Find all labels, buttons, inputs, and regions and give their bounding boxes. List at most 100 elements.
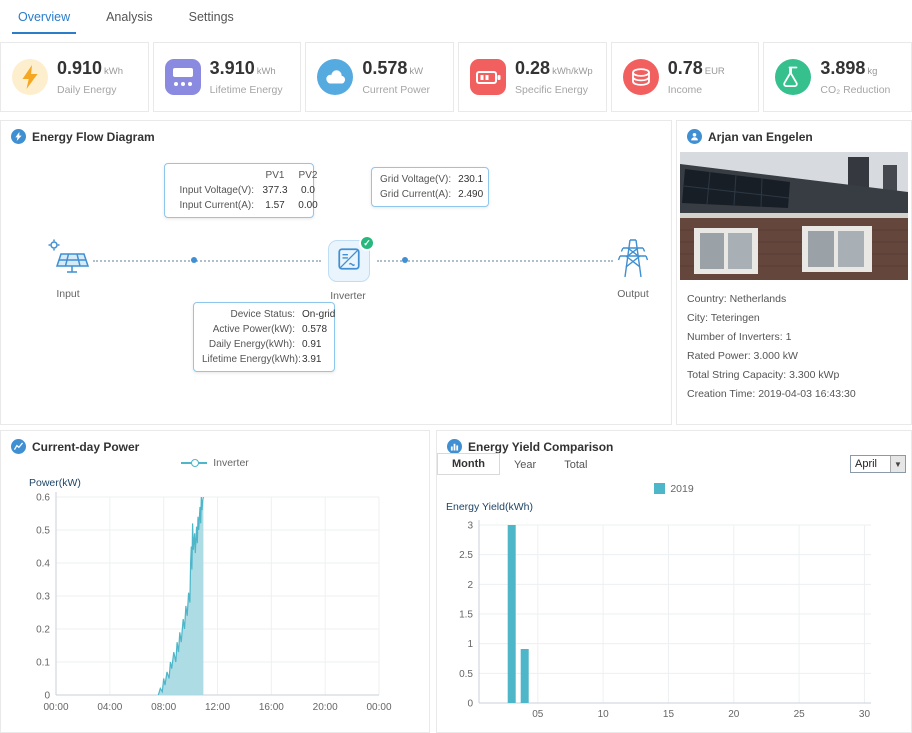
kpi-unit: kg (867, 66, 878, 77)
pv2-header: PV2 (298, 170, 318, 181)
tooltip-value: 230.1 (458, 174, 484, 185)
flask-icon (775, 59, 812, 95)
tooltip-value: 0.578 (302, 324, 328, 335)
energy-flow-panel: Energy Flow Diagram Input (0, 120, 672, 425)
detail-inverter-count: Number of Inverters: 1 (687, 331, 792, 343)
energy-flow-title: Energy Flow Diagram (1, 121, 671, 144)
input-node-label: Input (56, 288, 80, 300)
pv-tooltip: PV1 PV2 Input Voltage(V): 377.3 0.0 Inpu… (164, 163, 318, 218)
svg-text:00:00: 00:00 (43, 702, 68, 713)
yield-panel-title: Energy Yield Comparison (437, 431, 911, 454)
svg-text:0.2: 0.2 (36, 625, 50, 636)
svg-text:20: 20 (728, 709, 740, 720)
status-check-icon: ✓ (359, 235, 375, 251)
kpi-unit: EUR (704, 66, 725, 77)
svg-text:0.4: 0.4 (36, 559, 50, 570)
tab-month[interactable]: Month (437, 453, 500, 475)
yield-ylabel: Energy Yield(kWh) (446, 501, 533, 513)
power-tower-icon (617, 239, 649, 285)
svg-text:3: 3 (467, 521, 473, 532)
tab-overview-label: Overview (18, 10, 71, 24)
detail-rated-power: Rated Power: 3.000 kW (687, 350, 798, 362)
tab-analysis-label: Analysis (106, 10, 153, 24)
power-chart-canvas: 00:00 04:00 08:00 12:00 16:00 20:00 00:0000.10… (36, 492, 392, 713)
tab-overview[interactable]: Overview (0, 0, 88, 36)
svg-text:1.5: 1.5 (459, 610, 473, 621)
kpi-label: Daily Energy (57, 84, 117, 96)
svg-text:0.6: 0.6 (36, 493, 50, 504)
flow-line-input-inverter (93, 260, 321, 262)
line-chart-icon (11, 439, 26, 454)
svg-text:0.5: 0.5 (36, 526, 50, 537)
svg-text:0: 0 (44, 691, 50, 702)
svg-text:0.3: 0.3 (36, 592, 50, 603)
kpi-value: 0.910 kWh (57, 58, 124, 78)
svg-text:12:00: 12:00 (205, 702, 230, 713)
kpi-label: Lifetime Energy (209, 84, 283, 96)
yield-tabs: Month Year Total (437, 453, 601, 475)
inverter-node[interactable]: ✓ (328, 235, 375, 282)
inverter-icon (336, 246, 362, 277)
svg-text:2.5: 2.5 (459, 550, 473, 561)
tooltip-label: Device Status: (230, 309, 295, 320)
tooltip-label: Grid Current(A): (380, 189, 452, 200)
tooltip-label: Input Current(A): (179, 200, 254, 211)
kpi-income: 0.78 EUR Income (610, 42, 760, 112)
tab-year[interactable]: Year (513, 459, 537, 471)
power-panel-title: Current-day Power (1, 431, 429, 454)
svg-text:05: 05 (532, 709, 544, 720)
svg-text:00:00: 00:00 (366, 702, 391, 713)
svg-text:04:00: 04:00 (97, 702, 122, 713)
chevron-down-icon: ▼ (890, 456, 905, 472)
tooltip-value: 0.91 (302, 339, 322, 350)
tooltip-label: Daily Energy(kWh): (208, 339, 295, 350)
tab-settings-label: Settings (188, 10, 234, 24)
kpi-label: CO₂ Reduction (820, 84, 891, 96)
tooltip-label: Active Power(kW): (212, 324, 295, 335)
tooltip-value: 377.3 (262, 185, 288, 196)
tab-total[interactable]: Total (564, 459, 588, 471)
svg-text:20:00: 20:00 (313, 702, 338, 713)
plant-details: Country: Netherlands City: Teteringen Nu… (677, 280, 911, 404)
detail-string-capacity: Total String Capacity: 3.300 kWp (687, 369, 840, 381)
detail-creation-time: Creation Time: 2019-04-03 16:43:30 (687, 388, 856, 400)
kpi-value: 0.578 kW (362, 58, 424, 78)
power-ylabel: Power(kW) (29, 477, 81, 489)
energy-yield-panel: Energy Yield Comparison Month Year Total… (436, 430, 912, 733)
kpi-label: Specific Energy (515, 84, 588, 96)
kpi-row: 0.910 kWh Daily Energy 3.910 kWh Lifetime … (0, 42, 912, 112)
output-node (617, 235, 649, 286)
svg-text:1: 1 (467, 639, 473, 650)
tab-analysis[interactable]: Analysis (88, 0, 171, 36)
kpi-daily-energy: 0.910 kWh Daily Energy (0, 42, 149, 112)
month-select[interactable]: April ▼ (850, 455, 906, 473)
tooltip-value: 0.00 (298, 200, 318, 211)
cloud-icon (317, 59, 354, 95)
kpi-co2-reduction: 3.898 kg CO₂ Reduction (763, 42, 912, 112)
tooltip-pointer (300, 291, 312, 303)
kpi-label: Current Power (362, 84, 431, 96)
flow-panel-icon (11, 129, 26, 144)
bar-chart-icon (447, 439, 462, 454)
kpi-value: 0.28 kWh/kWp (515, 58, 593, 78)
plant-photo (680, 152, 908, 280)
tooltip-label: Grid Voltage(V): (380, 174, 452, 185)
tooltip-value: 1.57 (265, 200, 285, 211)
tooltip-pointer (272, 217, 284, 229)
svg-text:0.5: 0.5 (459, 669, 473, 680)
kpi-unit: kW (409, 66, 424, 77)
kpi-label: Income (667, 84, 703, 96)
tooltip-value: 2.490 (458, 189, 484, 200)
svg-text:10: 10 (598, 709, 610, 720)
detail-city: City: Teteringen (687, 312, 760, 324)
battery-icon (470, 59, 507, 95)
plant-title: Arjan van Engelen (677, 121, 911, 144)
kpi-current-power: 0.578 kW Current Power (305, 42, 455, 112)
tab-settings[interactable]: Settings (171, 0, 252, 36)
legend-swatch (654, 483, 666, 494)
grid-tooltip: Grid Voltage(V): 230.1 Grid Current(A): … (371, 167, 489, 207)
flow-line-inverter-output (377, 260, 613, 262)
tooltip-label: Lifetime Energy(kWh): (202, 354, 301, 365)
input-node (46, 237, 90, 284)
